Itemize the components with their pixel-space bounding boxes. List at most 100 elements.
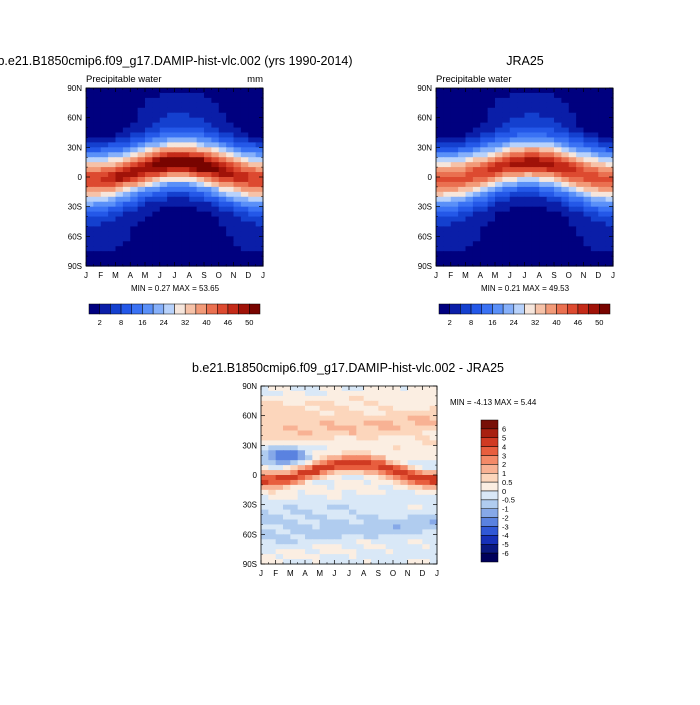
contour-cell — [233, 251, 242, 257]
contour-cell — [576, 137, 585, 143]
colorbar-swatch — [524, 303, 536, 315]
contour-cell — [546, 157, 555, 163]
contour-cell — [283, 549, 291, 555]
contour-cell — [436, 216, 444, 223]
contour-cell — [108, 172, 117, 178]
contour-cell — [487, 132, 496, 139]
contour-cell — [115, 241, 124, 247]
contour-cell — [554, 92, 562, 99]
contour-cell — [356, 494, 365, 501]
contour-cell — [255, 117, 264, 124]
contour-cell — [472, 201, 481, 208]
contour-cell — [255, 201, 264, 208]
contour-cell — [174, 117, 183, 124]
contour-cell — [189, 221, 198, 228]
contour-cell — [436, 107, 444, 114]
contour-cell — [218, 162, 227, 168]
contour-cell — [283, 470, 291, 476]
contour-cell — [290, 400, 299, 407]
contour-cell — [159, 92, 168, 99]
contour-cell — [327, 534, 335, 540]
contour-cell — [341, 460, 350, 466]
contour-cell — [472, 216, 481, 223]
contour-cell — [297, 494, 306, 501]
contour-cell — [598, 92, 607, 99]
y-tick-label: 0 — [428, 173, 433, 182]
contour-cell — [152, 201, 161, 208]
colorbar-swatch — [480, 544, 499, 554]
contour-cell — [400, 420, 409, 427]
x-tick-label: O — [566, 271, 572, 280]
colorbar-swatch — [492, 303, 504, 315]
contour-cell — [531, 117, 540, 124]
contour-cell — [531, 102, 540, 109]
contour-cell — [487, 191, 496, 198]
contour-cell — [174, 112, 183, 119]
contour-cell — [240, 97, 249, 104]
contour-cell — [487, 261, 496, 267]
contour-cell — [531, 186, 540, 193]
contour-cell — [233, 172, 242, 178]
contour-cell — [297, 445, 306, 451]
contour-cell — [189, 191, 198, 198]
contour-cell — [174, 97, 183, 104]
contour-cell — [189, 231, 198, 237]
contour-cell — [450, 122, 459, 129]
contour-cell — [378, 479, 387, 486]
contour-cell — [546, 241, 555, 247]
contour-cell — [100, 92, 109, 99]
contour-cell — [174, 181, 183, 188]
contour-cell — [283, 465, 291, 471]
contour-cell — [400, 504, 409, 511]
contour-cell — [115, 246, 124, 252]
contour-cell — [86, 256, 94, 262]
contour-cell — [349, 440, 357, 446]
contour-cell — [450, 127, 459, 134]
contour-cell — [226, 216, 235, 223]
contour-cell — [605, 127, 614, 134]
contour-cell — [248, 157, 257, 163]
contour-cell — [152, 112, 161, 119]
contour-cell — [108, 186, 117, 193]
contour-cell — [576, 92, 585, 99]
contour-cell — [429, 519, 438, 526]
contour-cell — [196, 261, 205, 267]
contour-cell — [181, 162, 190, 168]
contour-cell — [137, 246, 146, 252]
contour-cell — [261, 544, 269, 550]
contour-cell — [297, 534, 306, 540]
contour-cell — [356, 450, 365, 456]
contour-cell — [122, 251, 131, 257]
contour-cell — [341, 514, 350, 521]
contour-cell — [568, 226, 577, 232]
contour-cell — [167, 172, 176, 178]
contour-cell — [130, 201, 139, 208]
contour-cell — [312, 455, 321, 461]
contour-cell — [312, 470, 321, 476]
contour-cell — [204, 216, 212, 223]
contour-cell — [546, 112, 555, 119]
contour-cell — [583, 117, 592, 124]
contour-cell — [509, 186, 518, 193]
contour-cell — [341, 524, 350, 530]
contour-cell — [240, 92, 249, 99]
contour-cell — [255, 167, 264, 173]
contour-cell — [502, 117, 511, 124]
contour-cell — [531, 231, 540, 237]
contour-cell — [509, 137, 518, 143]
contour-cell — [268, 430, 277, 437]
contour-cell — [495, 162, 503, 168]
contour-cell — [517, 216, 526, 223]
contour-cell — [167, 251, 176, 257]
contour-cell — [509, 112, 518, 119]
contour-cell — [407, 499, 416, 506]
contour-cell — [356, 504, 365, 511]
contour-cell — [371, 395, 379, 402]
contour-cell — [341, 519, 350, 526]
contour-cell — [502, 196, 511, 203]
contour-cell — [233, 122, 242, 129]
contour-cell — [524, 167, 533, 173]
contour-cell — [407, 435, 416, 441]
contour-cell — [458, 231, 467, 237]
